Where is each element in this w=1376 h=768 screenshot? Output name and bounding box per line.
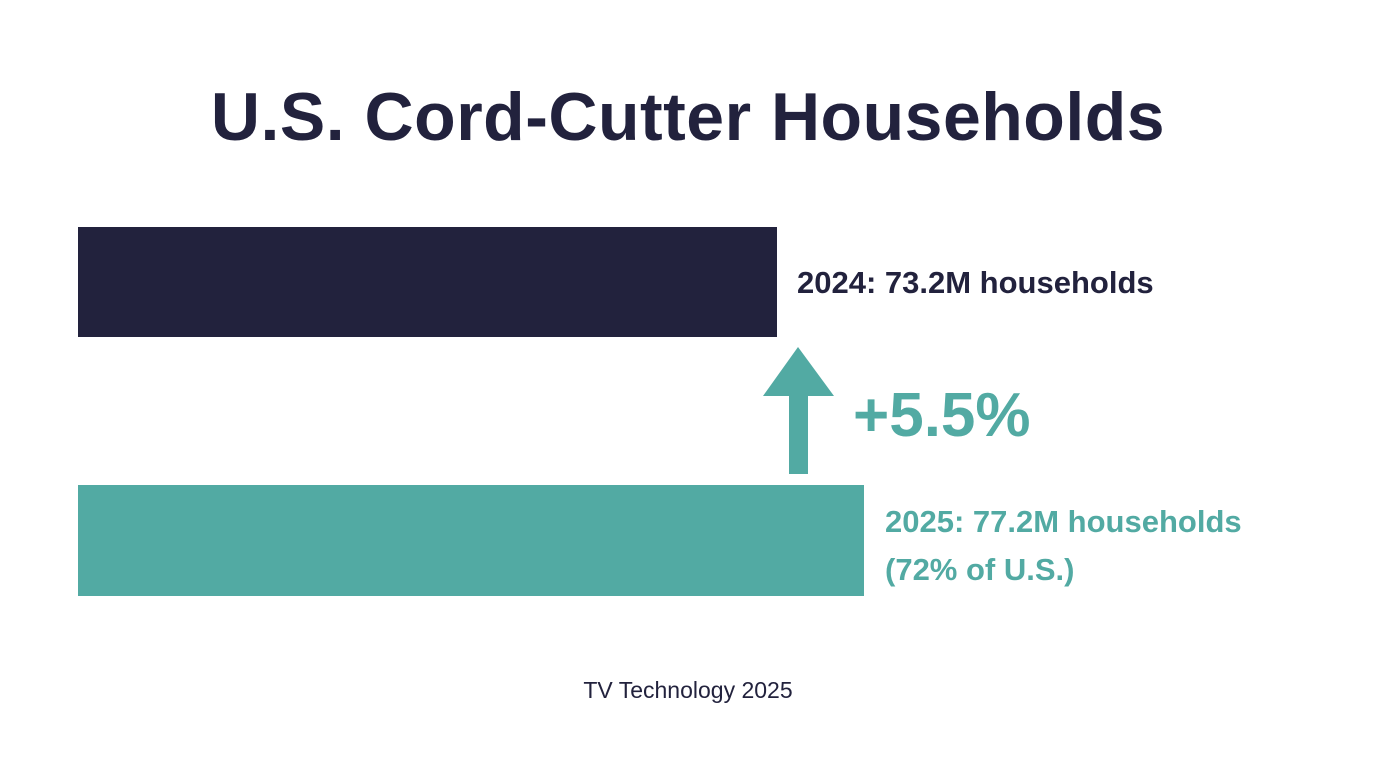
data-label-2024: 2024: 73.2M households — [797, 265, 1154, 300]
bar-2024 — [78, 227, 778, 337]
change-label: +5.5% — [853, 381, 1031, 450]
chart-title: U.S. Cord-Cutter Households — [210, 79, 1166, 155]
arrow-head — [763, 347, 834, 396]
data-label-2025: 2025: 77.2M households — [885, 504, 1242, 539]
arrow-shaft — [789, 395, 808, 474]
bar-2025 — [78, 485, 865, 596]
annotation-2025-share: (72% of U.S.) — [885, 552, 1075, 587]
source-note: TV Technology 2025 — [583, 677, 793, 703]
